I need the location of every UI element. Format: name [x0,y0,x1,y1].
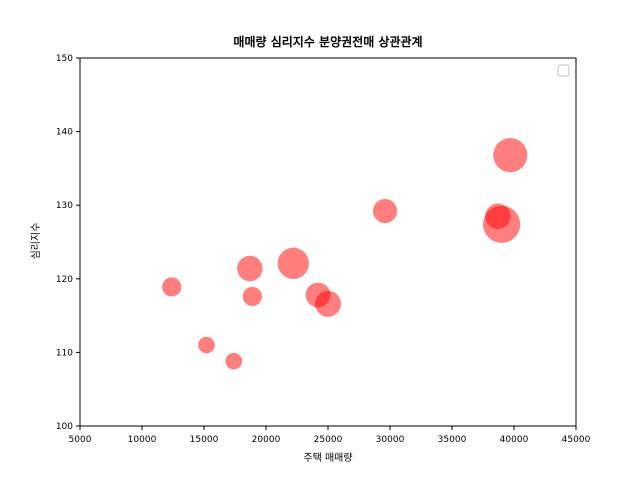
data-point [242,286,262,307]
data-point [198,336,215,354]
data-point [314,290,342,317]
y-tick-label: 100 [56,422,73,432]
x-tick-label: 15000 [190,435,219,445]
data-point [483,205,521,243]
data-point [225,352,243,370]
x-tick-label: 40000 [500,435,529,445]
y-tick-label: 110 [56,348,73,358]
x-axis: 5000 10000 15000 20000 25000 30000 35000 40000 4… [69,426,591,445]
y-axis-label: 심리지수 [30,223,42,260]
x-tick-label: 35000 [438,435,467,445]
chart-title: 매매량 심리지수 분양권전매 상관관계 [233,34,422,49]
data-point [237,255,263,282]
x-tick-label: 25000 [314,435,343,445]
x-tick-label: 5000 [69,435,92,445]
y-tick-label: 150 [56,54,73,64]
data-point [162,277,182,297]
data-point [493,138,528,173]
y-axis: 100 110 120 130 140 150 [56,54,80,432]
y-tick-label: 120 [56,275,73,285]
x-tick-label: 10000 [128,435,157,445]
data-points [162,138,528,370]
data-point [277,247,309,280]
x-tick-label: 20000 [252,435,281,445]
x-tick-label: 45000 [562,435,591,445]
x-axis-label: 주택 매매량 [303,452,352,464]
y-tick-label: 140 [56,128,73,138]
y-tick-label: 130 [56,201,73,211]
legend-box [557,64,570,77]
data-point [372,199,398,224]
x-tick-label: 30000 [376,435,405,445]
